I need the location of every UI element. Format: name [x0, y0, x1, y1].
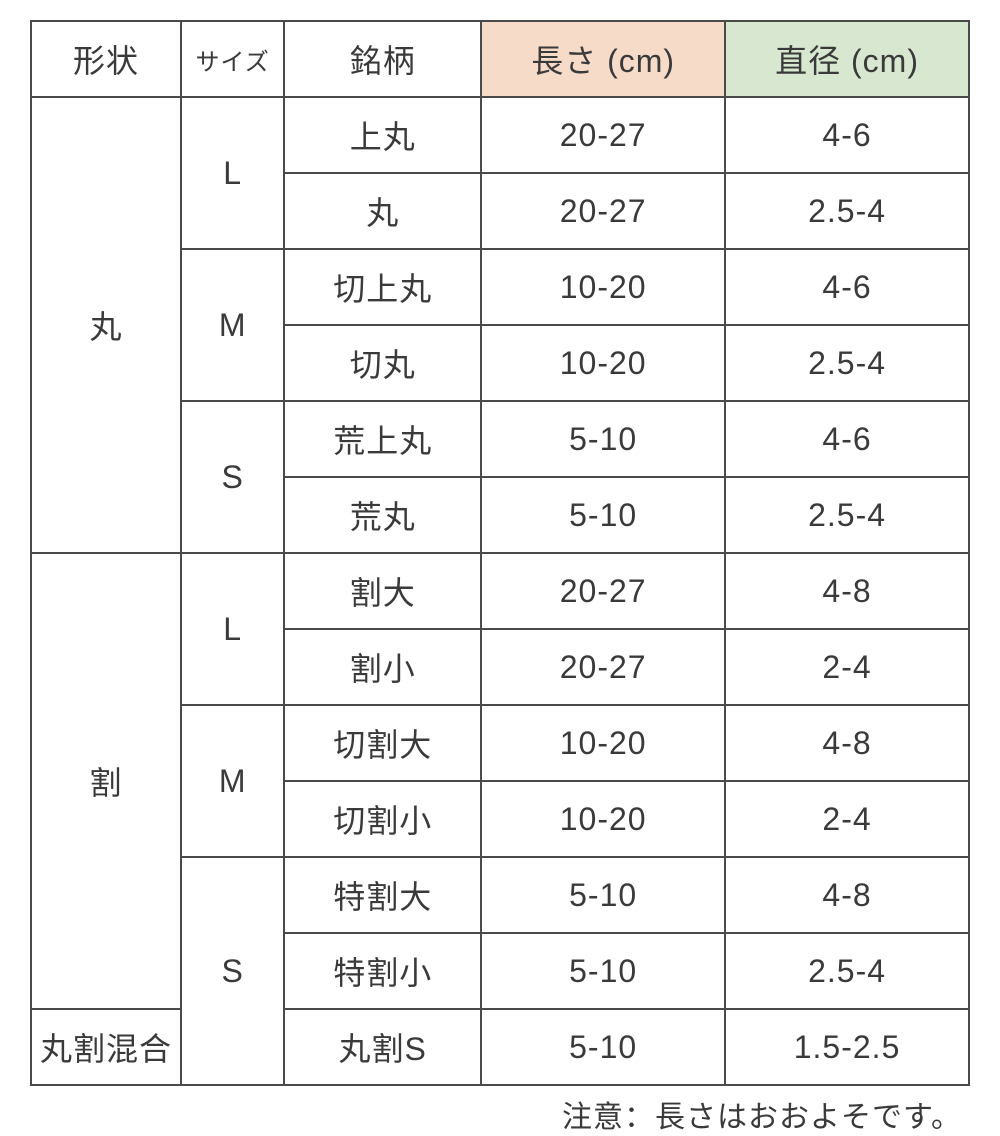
- cell-name: 割小: [284, 629, 481, 705]
- cell-shape: 割: [31, 553, 181, 1009]
- cell-name: 特割大: [284, 857, 481, 933]
- cell-size: L: [181, 553, 284, 705]
- cell-shape: 丸割混合: [31, 1009, 181, 1085]
- cell-name: 切割小: [284, 781, 481, 857]
- footnote: 注意：長さはおおよそです。: [30, 1092, 970, 1136]
- cell-length: 5-10: [481, 857, 725, 933]
- cell-name: 切割大: [284, 705, 481, 781]
- table-header-row: 形状 サイズ 銘柄 長さ (cm) 直径 (cm): [31, 21, 969, 97]
- cell-length: 5-10: [481, 401, 725, 477]
- cell-length: 10-20: [481, 325, 725, 401]
- cell-diameter: 1.5-2.5: [725, 1009, 969, 1085]
- cell-diameter: 2-4: [725, 781, 969, 857]
- cell-length: 20-27: [481, 629, 725, 705]
- cell-size: S: [181, 857, 284, 1085]
- header-length: 長さ (cm): [481, 21, 725, 97]
- cell-length: 5-10: [481, 933, 725, 1009]
- cell-diameter: 2-4: [725, 629, 969, 705]
- cell-name: 切上丸: [284, 249, 481, 325]
- cell-length: 20-27: [481, 553, 725, 629]
- cell-name: 上丸: [284, 97, 481, 173]
- cell-length: 5-10: [481, 477, 725, 553]
- cell-size: S: [181, 401, 284, 553]
- cell-diameter: 4-6: [725, 401, 969, 477]
- table-row: 丸 L 上丸 20-27 4-6: [31, 97, 969, 173]
- header-shape: 形状: [31, 21, 181, 97]
- cell-diameter: 4-6: [725, 249, 969, 325]
- cell-size: L: [181, 97, 284, 249]
- cell-size: M: [181, 705, 284, 857]
- cell-name: 荒上丸: [284, 401, 481, 477]
- cell-diameter: 2.5-4: [725, 933, 969, 1009]
- cell-diameter: 2.5-4: [725, 477, 969, 553]
- cell-name: 切丸: [284, 325, 481, 401]
- header-size: サイズ: [181, 21, 284, 97]
- cell-diameter: 4-6: [725, 97, 969, 173]
- cell-name: 割大: [284, 553, 481, 629]
- cell-diameter: 4-8: [725, 705, 969, 781]
- cell-length: 20-27: [481, 97, 725, 173]
- table-row: 丸割混合 丸割S 5-10 1.5-2.5: [31, 1009, 969, 1085]
- cell-length: 5-10: [481, 1009, 725, 1085]
- header-name: 銘柄: [284, 21, 481, 97]
- table-row: 割 L 割大 20-27 4-8: [31, 553, 969, 629]
- cell-shape: 丸: [31, 97, 181, 553]
- cell-diameter: 4-8: [725, 553, 969, 629]
- cell-length: 10-20: [481, 781, 725, 857]
- cell-length: 10-20: [481, 705, 725, 781]
- cell-name: 丸割S: [284, 1009, 481, 1085]
- cell-length: 10-20: [481, 249, 725, 325]
- header-diameter: 直径 (cm): [725, 21, 969, 97]
- cell-diameter: 4-8: [725, 857, 969, 933]
- cell-name: 荒丸: [284, 477, 481, 553]
- cell-length: 20-27: [481, 173, 725, 249]
- spec-table: 形状 サイズ 銘柄 長さ (cm) 直径 (cm) 丸 L 上丸 20-27 4…: [30, 20, 970, 1086]
- cell-diameter: 2.5-4: [725, 173, 969, 249]
- cell-name: 特割小: [284, 933, 481, 1009]
- cell-size: M: [181, 249, 284, 401]
- cell-name: 丸: [284, 173, 481, 249]
- cell-diameter: 2.5-4: [725, 325, 969, 401]
